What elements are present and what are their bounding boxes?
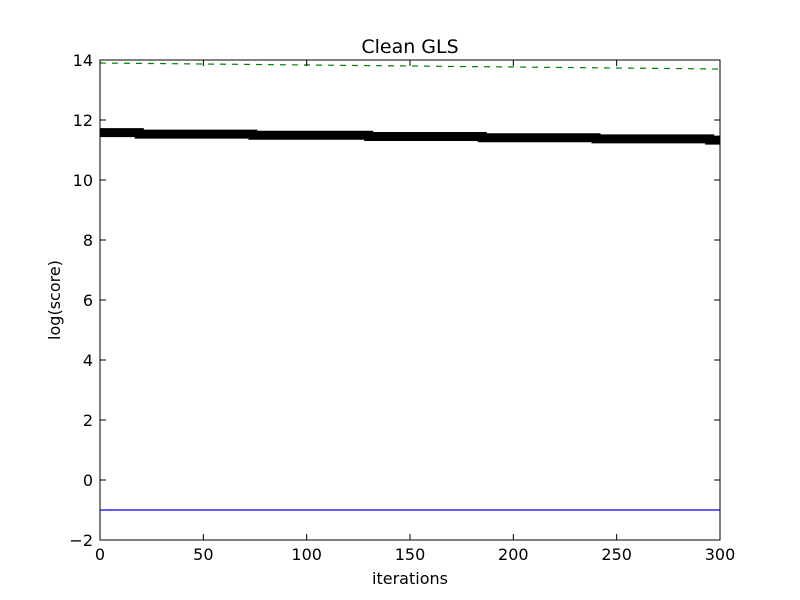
series-line-2 bbox=[100, 128, 720, 145]
plot-area bbox=[99, 59, 721, 541]
y-tick-label: 14 bbox=[73, 51, 93, 70]
x-tick-label: 250 bbox=[601, 545, 632, 564]
y-axis-label: log(score) bbox=[45, 260, 64, 340]
x-tick-label: 150 bbox=[395, 545, 426, 564]
chart-title: Clean GLS bbox=[361, 36, 458, 58]
series-line-1 bbox=[100, 62, 720, 70]
series-layer bbox=[100, 62, 720, 511]
y-tick-label: 10 bbox=[73, 171, 93, 190]
x-axis-label: iterations bbox=[372, 569, 448, 588]
x-tick-label: 100 bbox=[291, 545, 322, 564]
x-tick-label: 50 bbox=[193, 545, 213, 564]
y-axis: −2 0 2 4 6 8 10 12 14 bbox=[69, 51, 720, 550]
y-tick-label: 2 bbox=[83, 411, 93, 430]
x-axis: 0 50 100 150 200 250 300 bbox=[95, 60, 735, 564]
y-tick-label: 12 bbox=[73, 111, 93, 130]
x-tick-label: 200 bbox=[498, 545, 529, 564]
x-tick-label: 300 bbox=[705, 545, 736, 564]
y-tick-label: 8 bbox=[83, 231, 93, 250]
x-tick-label: 0 bbox=[95, 545, 105, 564]
y-tick-label: 6 bbox=[83, 291, 93, 310]
y-tick-label: 4 bbox=[83, 351, 93, 370]
y-tick-label: −2 bbox=[69, 531, 93, 550]
y-tick-label: 0 bbox=[83, 471, 93, 490]
